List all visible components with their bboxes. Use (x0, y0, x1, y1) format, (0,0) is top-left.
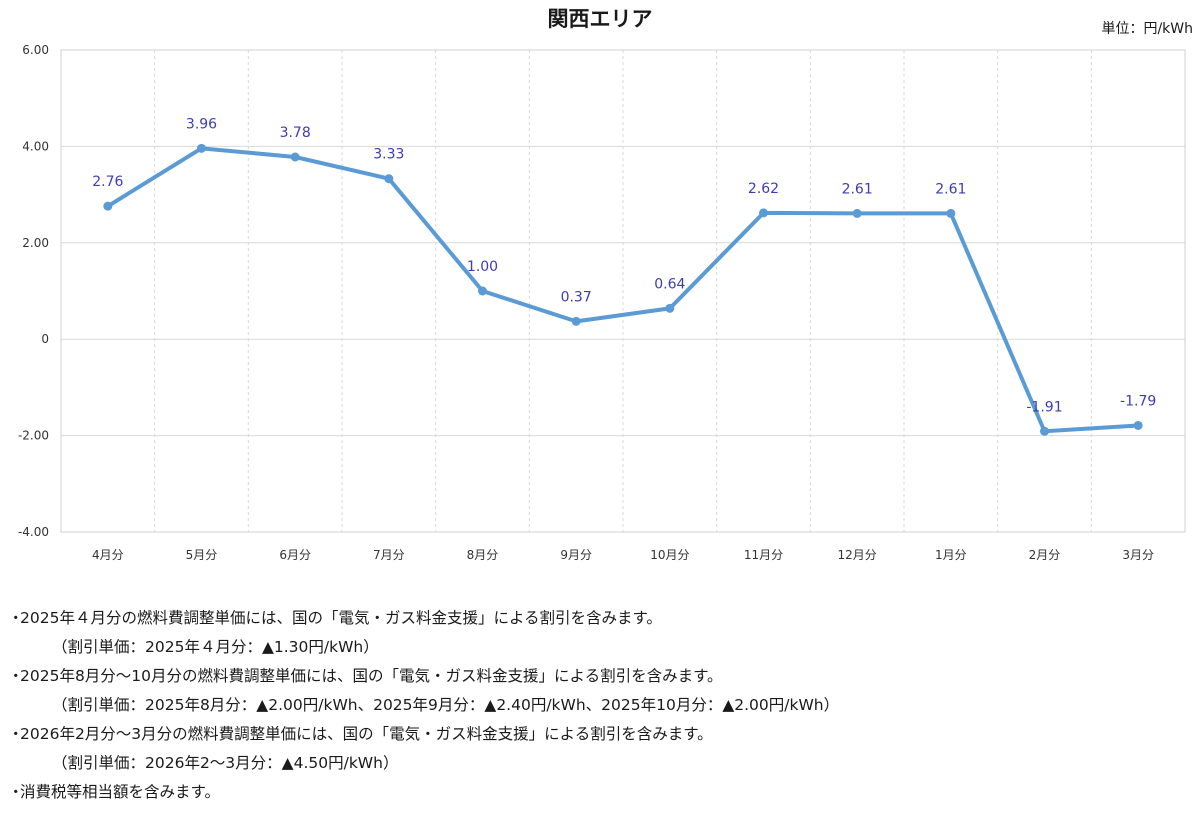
data-label: 2.61 (842, 181, 873, 197)
note-line: ・2025年8月分～10月分の燃料費調整単価には、国の「電気・ガス料金支援」によ… (8, 662, 1188, 691)
note-text: 消費税等相当額を含みます。 (20, 783, 220, 801)
x-tick-label: 1月分 (935, 548, 967, 562)
x-tick-label: 2月分 (1029, 548, 1061, 562)
data-label: 3.33 (373, 147, 404, 163)
data-label: 3.78 (280, 125, 311, 141)
x-axis: 4月分 5月分 6月分 7月分 8月分 9月分 10月分 11月分 12月分 1月分 2月分 3月分 (92, 548, 1154, 562)
data-point (384, 174, 394, 184)
x-tick-label: 4月分 (92, 548, 124, 562)
data-point (290, 152, 300, 162)
data-label: 0.64 (654, 276, 685, 292)
note-text: 2026年2月分～3月分の燃料費調整単価には、国の「電気・ガス料金支援」による割… (20, 725, 713, 743)
data-label: 1.00 (467, 259, 498, 275)
note-bullet: ・ (8, 725, 24, 743)
data-label: 2.61 (935, 181, 966, 197)
data-point (1133, 420, 1143, 430)
series-line (105, 146, 1141, 434)
y-tick-label: 6.00 (22, 43, 49, 57)
data-label: 0.37 (561, 289, 592, 305)
plot-area (60, 49, 1186, 533)
data-point (759, 208, 768, 218)
x-tick-label: 10月分 (650, 548, 689, 562)
x-tick-label: 9月分 (560, 548, 592, 562)
x-tick-label: 3月分 (1122, 548, 1154, 562)
note-text: （割引単価：2026年2～3月分：▲4.50円/kWh） (52, 754, 399, 772)
data-point (1040, 426, 1049, 436)
y-axis: 6.00 4.00 2.00 0 -2.00 -4.00 (18, 43, 49, 539)
x-tick-label: 12月分 (838, 548, 877, 562)
note-line: （割引単価：2025年8月分：▲2.00円/kWh、2025年9月分：▲2.40… (8, 691, 1188, 720)
line-chart: 関西エリア 単位：円/kWh 6.00 4.00 2.00 0 -2.00 -4.00 4… (18, 7, 1193, 562)
note-line: ・2025年４月分の燃料費調整単価には、国の「電気・ガス料金支援」による割引を含… (8, 604, 1188, 633)
data-labels: 2.76 3.96 3.78 3.33 1.00 0.37 0.64 2.62 2.61 2.61… (92, 116, 1156, 415)
unit-label: 単位：円/kWh (1101, 21, 1193, 37)
note-text: 2025年４月分の燃料費調整単価には、国の「電気・ガス料金支援」による割引を含み… (20, 609, 662, 627)
note-line: （割引単価：2025年４月分：▲1.30円/kWh） (8, 633, 1188, 662)
data-point (478, 286, 487, 296)
note-bullet: ・ (8, 609, 24, 627)
data-point (571, 316, 581, 326)
x-tick-label: 8月分 (467, 548, 499, 562)
note-bullet: ・ (8, 667, 24, 685)
note-line: ・消費税等相当額を含みます。 (8, 778, 1188, 807)
data-label: 3.96 (186, 116, 217, 132)
notes: ・2025年４月分の燃料費調整単価には、国の「電気・ガス料金支援」による割引を含… (8, 604, 1188, 807)
data-label: 2.62 (748, 181, 779, 197)
note-line: ・2026年2月分～3月分の燃料費調整単価には、国の「電気・ガス料金支援」による… (8, 720, 1188, 749)
data-point (946, 208, 956, 218)
x-tick-label: 7月分 (373, 548, 405, 562)
grid (61, 49, 1185, 533)
data-label: -1.79 (1120, 393, 1156, 409)
x-tick-label: 6月分 (279, 548, 311, 562)
y-tick-label: 0 (41, 332, 49, 346)
y-tick-label: -4.00 (18, 525, 49, 539)
note-text: 2025年8月分～10月分の燃料費調整単価には、国の「電気・ガス料金支援」による… (20, 667, 723, 685)
data-point (852, 208, 862, 218)
data-point (103, 201, 113, 211)
y-tick-label: 4.00 (22, 139, 49, 153)
x-tick-label: 5月分 (186, 548, 218, 562)
x-tick-label: 11月分 (744, 548, 783, 562)
note-line: （割引単価：2026年2～3月分：▲4.50円/kWh） (8, 749, 1188, 778)
note-text: （割引単価：2025年４月分：▲1.30円/kWh） (52, 638, 379, 656)
data-label: 2.76 (92, 174, 123, 190)
data-label: -1.91 (1026, 399, 1062, 415)
y-tick-label: -2.00 (18, 429, 49, 443)
note-bullet: ・ (8, 783, 24, 801)
data-point (197, 143, 206, 153)
note-text: （割引単価：2025年8月分：▲2.00円/kWh、2025年9月分：▲2.40… (52, 696, 840, 714)
y-tick-label: 2.00 (22, 236, 49, 250)
data-point (665, 303, 675, 313)
chart-title: 関西エリア (548, 7, 653, 31)
data-points (103, 143, 1143, 436)
